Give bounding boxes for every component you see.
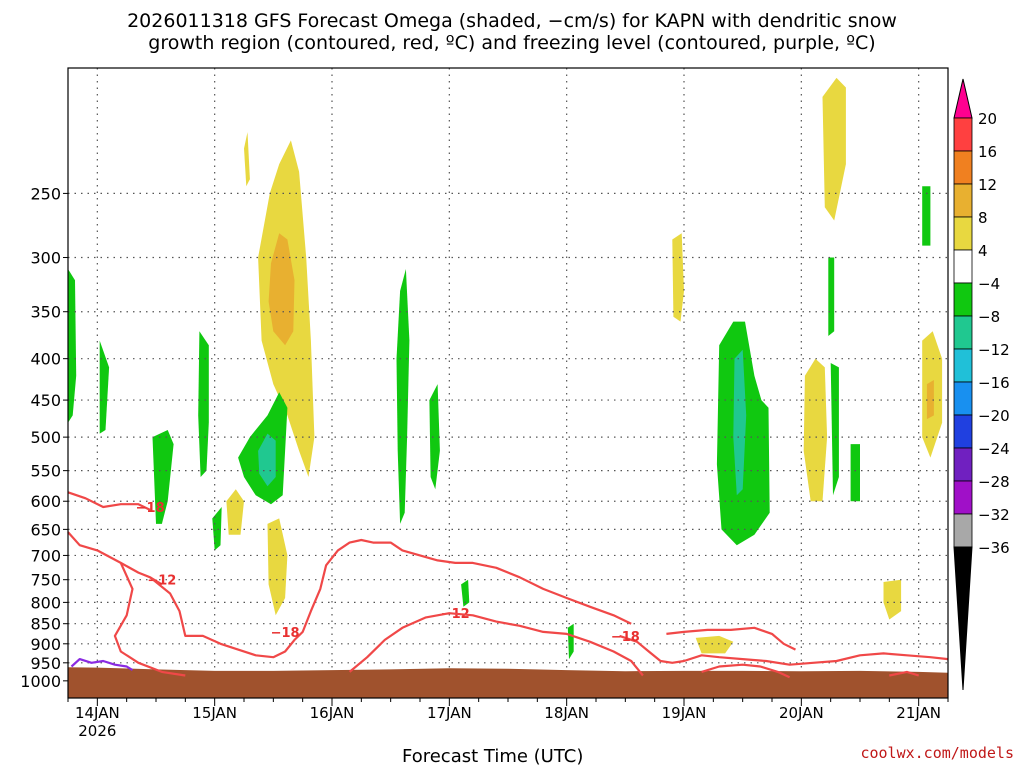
colorbar-label-13: −36 (978, 539, 1010, 557)
x-tick-label-0: 14JAN (75, 704, 120, 722)
colorbar-label-9: −20 (978, 407, 1010, 425)
colorbar-bottom-arrow (953, 546, 973, 691)
colorbar-label-4: 4 (978, 242, 988, 260)
colorbar-swatch-11 (953, 447, 973, 482)
omega-region-27 (695, 635, 734, 654)
colorbar-label-10: −24 (978, 440, 1010, 458)
credit-link[interactable]: coolwx.com/models (860, 744, 1014, 762)
colorbar-swatch-12 (953, 480, 973, 515)
colorbar-swatch-10 (953, 414, 973, 449)
contour-line-2 (149, 538, 632, 659)
y-tick-label-3: 400 (30, 350, 61, 369)
y-tick-label-5: 500 (30, 428, 61, 447)
colorbar-label-3: 8 (978, 209, 988, 227)
colorbar-swatch-3 (953, 183, 973, 218)
y-tick-label-9: 700 (30, 546, 61, 565)
colorbar-label-6: −8 (978, 308, 1000, 326)
omega-region-12 (429, 384, 440, 490)
x-tick-label-5: 19JAN (662, 704, 707, 722)
omega-region-2 (267, 518, 288, 616)
colorbar-swatch-1 (953, 117, 973, 152)
colorbar-label-0: 20 (978, 110, 997, 128)
omega-region-28 (244, 132, 250, 187)
omega-region-23 (926, 380, 934, 420)
omega-region-26 (883, 579, 902, 620)
terrain (68, 667, 948, 698)
omega-region-5 (258, 433, 276, 487)
colorbar-swatch-5 (953, 249, 973, 284)
y-tick-label-10: 750 (30, 571, 61, 590)
x-tick-label-1: 15JAN (192, 704, 237, 722)
colorbar-swatch-9 (953, 381, 973, 416)
colorbar-label-1: 16 (978, 143, 997, 161)
colorbar-swatch-6 (953, 282, 973, 317)
omega-region-11 (396, 269, 410, 524)
contour-label-2: −18 (271, 626, 300, 641)
colorbar-swatch-8 (953, 348, 973, 383)
contour-label-0: −18 (136, 501, 165, 516)
colorbar-label-2: 12 (978, 176, 997, 194)
y-tick-label-6: 550 (30, 462, 61, 481)
omega-region-6 (198, 331, 209, 477)
x-tick-label-3: 17JAN (427, 704, 472, 722)
y-tick-label-13: 900 (30, 635, 61, 654)
contour-line-7 (701, 663, 791, 679)
y-tick-label-2: 350 (30, 303, 61, 322)
omega-region-18 (850, 444, 860, 502)
contour-label-1: −12 (147, 574, 176, 589)
omega-region-16 (733, 349, 747, 496)
omega-region-24 (672, 233, 684, 322)
colorbar-top-arrow (953, 78, 973, 119)
y-tick-label-12: 850 (30, 615, 61, 634)
chart-title-line2: growth region (contoured, red, ºC) and f… (148, 32, 876, 54)
colorbar-label-7: −12 (978, 341, 1010, 359)
omega-region-1 (268, 233, 295, 346)
y-tick-label-4: 450 (30, 391, 61, 410)
colorbar-swatch-4 (953, 216, 973, 251)
omega-region-20 (922, 186, 931, 246)
contour-line-5 (619, 634, 949, 666)
y-tick-label-11: 800 (30, 593, 61, 612)
contour-line-9 (70, 657, 134, 672)
colorbar-swatch-2 (953, 150, 973, 185)
omega-region-19 (828, 257, 835, 336)
y-tick-label-15: 1000 (20, 672, 61, 691)
y-tick-label-0: 250 (30, 184, 61, 203)
y-tick-label-14: 950 (30, 654, 61, 673)
omega-region-21 (803, 358, 828, 502)
x-tick-sublabel-0: 2026 (78, 722, 116, 740)
y-tick-label-8: 650 (30, 520, 61, 539)
contour-line-8 (889, 670, 920, 677)
colorbar-swatch-13 (953, 513, 973, 548)
y-tick-label-1: 300 (30, 249, 61, 268)
colorbar-label-11: −28 (978, 473, 1010, 491)
contour-line-0 (67, 491, 151, 511)
x-tick-label-7: 21JAN (896, 704, 941, 722)
colorbar-label-8: −16 (978, 374, 1010, 392)
omega-region-13 (461, 579, 470, 607)
colorbar-label-5: −4 (978, 275, 1000, 293)
contour-line-3 (113, 562, 186, 677)
omega-region-25 (822, 77, 846, 221)
omega-region-14 (567, 623, 574, 660)
x-tick-label-4: 18JAN (544, 704, 589, 722)
x-tick-label-6: 20JAN (779, 704, 824, 722)
x-tick-label-2: 16JAN (310, 704, 355, 722)
colorbar-label-12: −32 (978, 506, 1010, 524)
contour-line-4 (348, 612, 644, 677)
x-axis-title: Forecast Time (UTC) (402, 746, 584, 767)
omega-region-7 (68, 269, 77, 423)
y-tick-label-7: 600 (30, 492, 61, 511)
colorbar-swatch-7 (953, 315, 973, 350)
contour-label-5: −18 (611, 630, 640, 645)
omega-region-9 (152, 430, 174, 524)
omega-region-8 (99, 340, 110, 434)
chart-title-line1: 2026011318 GFS Forecast Omega (shaded, −… (127, 10, 897, 32)
contour-line-6 (666, 626, 796, 651)
omega-region-17 (830, 363, 839, 496)
